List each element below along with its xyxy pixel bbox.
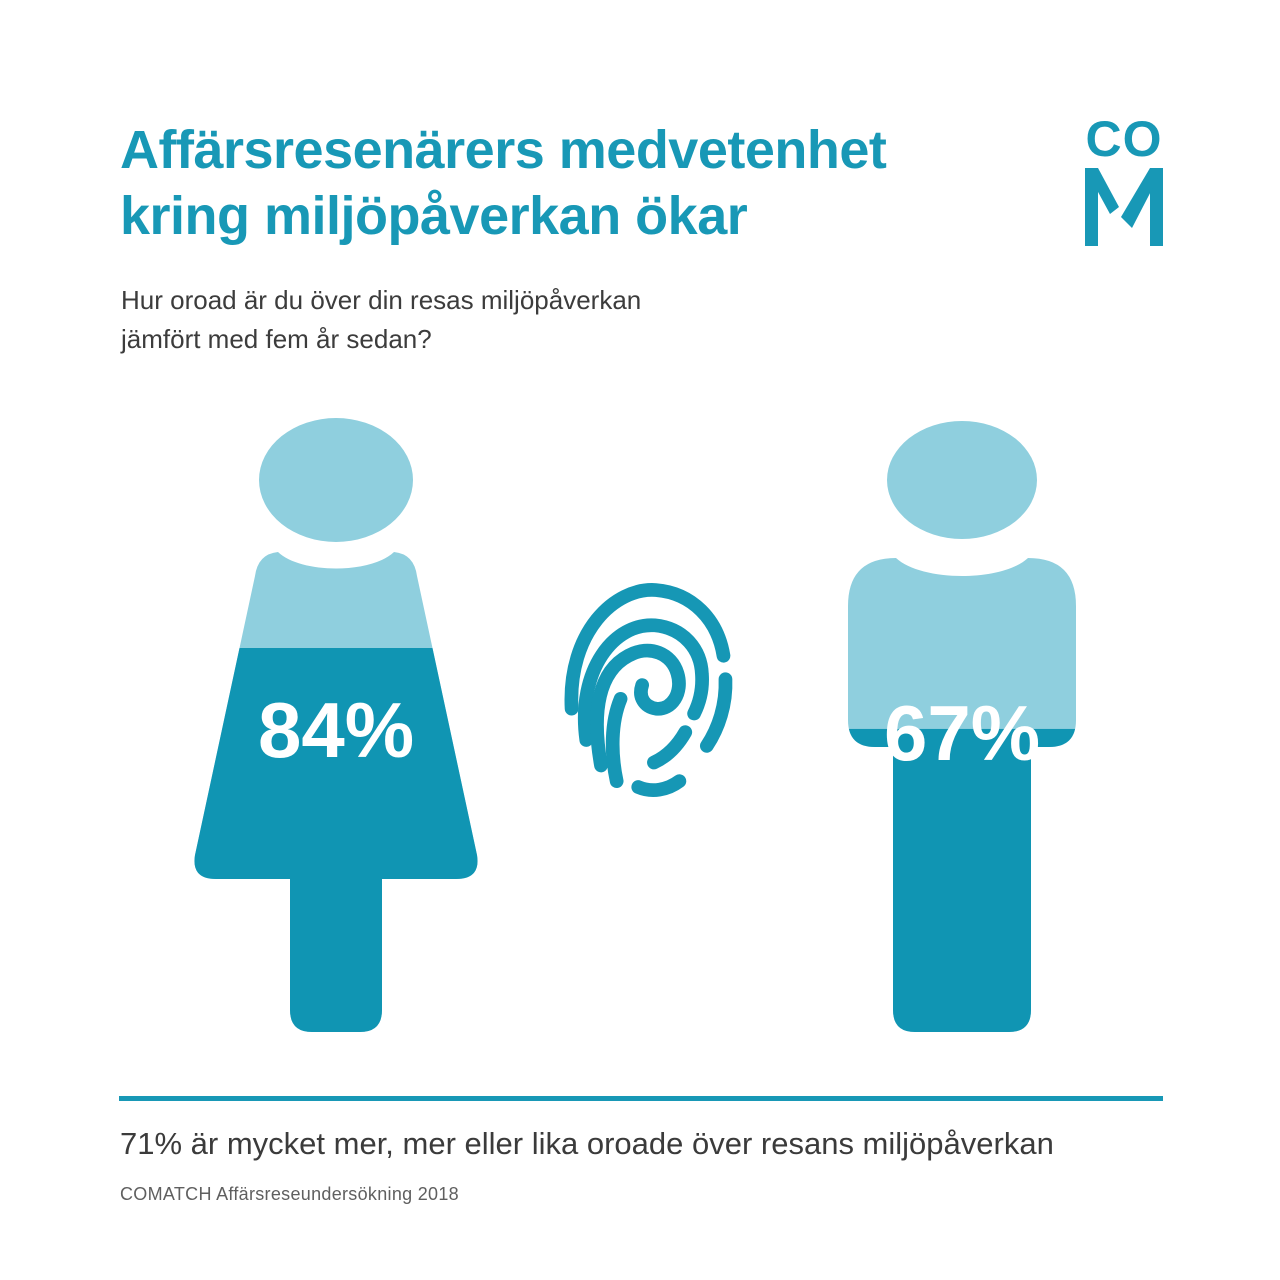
survey-question: Hur oroad är du över din resas miljöpåve… bbox=[121, 281, 641, 359]
woman-percent-label: 84% bbox=[258, 686, 414, 774]
key-finding-statement: 71% är mycket mer, mer eller lika oroade… bbox=[120, 1126, 1054, 1161]
divider-line bbox=[119, 1096, 1163, 1101]
source-citation: COMATCH Affärsreseundersökning 2018 bbox=[120, 1184, 459, 1204]
survey-question-line2: jämfört med fem år sedan? bbox=[121, 324, 432, 354]
page-title-line1: Affärsresenärers medvetenhet bbox=[120, 120, 887, 180]
man-percent-label: 67% bbox=[884, 689, 1040, 777]
man-figure: 67% bbox=[848, 421, 1076, 1032]
page-title: Affärsresenärers medvetenhet kring miljö… bbox=[120, 118, 887, 250]
comatch-logo: CO bbox=[1082, 108, 1166, 248]
comatch-logo-graphic: CO bbox=[1085, 111, 1163, 246]
logo-m-glyph bbox=[1085, 168, 1163, 246]
fingerprint-icon bbox=[564, 583, 733, 797]
logo-co-text: CO bbox=[1086, 111, 1163, 167]
woman-figure: 84% bbox=[194, 418, 478, 1032]
man-fill-level bbox=[848, 728, 1076, 1032]
survey-question-line1: Hur oroad är du över din resas miljöpåve… bbox=[121, 285, 642, 315]
page-title-line2: kring miljöpåverkan ökar bbox=[120, 185, 748, 246]
